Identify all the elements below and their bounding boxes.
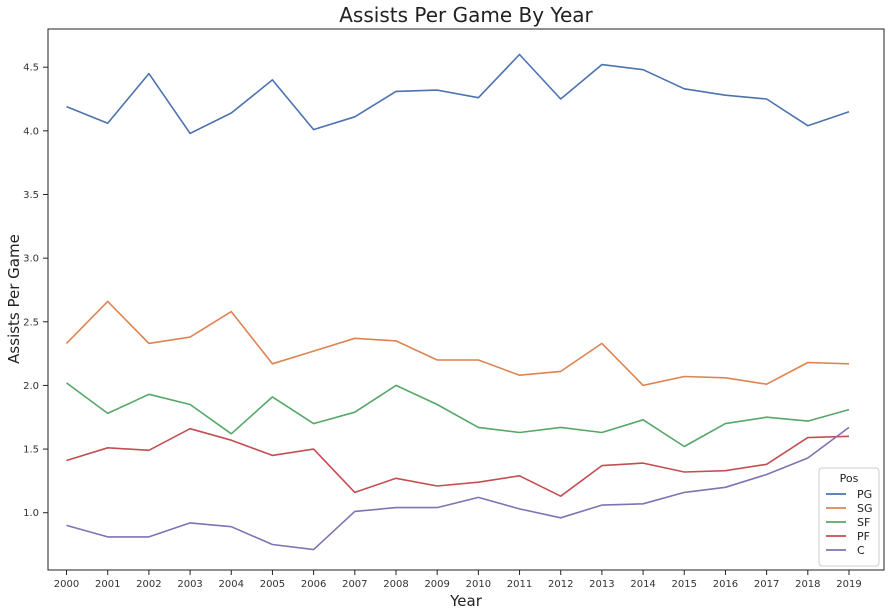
y-tick-label: 4.5 (23, 63, 39, 74)
series-line-pg (66, 53, 850, 135)
chart-title: Assists Per Game By Year (339, 3, 593, 27)
x-tick-label: 2015 (672, 579, 697, 590)
y-tick-label: 1.0 (23, 508, 39, 519)
legend-label-sg: SG (857, 502, 873, 515)
legend-label-pf: PF (857, 530, 870, 543)
legend-label-sf: SF (857, 516, 870, 529)
series-line-sg (65, 300, 850, 387)
x-tick-label: 2016 (713, 579, 738, 590)
y-axis-ticks: 1.0 1.5 2.0 2.5 3.0 3.5 4.0 4.5 (23, 63, 48, 519)
x-tick-label: 2010 (466, 579, 491, 590)
x-tick-label: 2006 (301, 579, 326, 590)
x-tick-label: 2012 (548, 579, 573, 590)
x-tick-label: 2005 (260, 579, 285, 590)
y-tick-label: 3.5 (23, 190, 39, 201)
x-tick-label: 2007 (342, 579, 367, 590)
series-line-c (66, 426, 850, 551)
x-tick-label: 2000 (54, 579, 79, 590)
x-tick-label: 2013 (589, 579, 614, 590)
x-tick-label: 2014 (630, 579, 655, 590)
x-tick-label: 2004 (219, 579, 244, 590)
x-tick-label: 2018 (795, 579, 820, 590)
y-tick-label: 1.5 (23, 445, 39, 456)
x-tick-label: 2017 (754, 579, 779, 590)
x-axis-ticks: 2000 2001 2002 2003 2004 2005 2006 2007 2008 2009… (54, 570, 862, 590)
y-axis-label: Assists Per Game (5, 234, 23, 364)
x-tick-label: 2001 (95, 579, 120, 590)
x-tick-label: 2009 (424, 579, 449, 590)
y-tick-label: 2.5 (23, 317, 39, 328)
y-tick-label: 2.0 (23, 381, 39, 392)
x-tick-label: 2019 (836, 579, 861, 590)
series-line-sf (66, 382, 850, 448)
legend-label-pg: PG (857, 488, 872, 501)
y-tick-label: 3.0 (23, 254, 39, 265)
x-tick-label: 2011 (507, 579, 532, 590)
legend-label-c: C (857, 544, 865, 557)
legend-title: Pos (840, 472, 859, 485)
y-tick-label: 4.0 (23, 126, 39, 137)
series-line-pf (66, 427, 850, 498)
legend-frame (818, 467, 880, 567)
x-tick-label: 2008 (383, 579, 408, 590)
plot-area-frame (47, 28, 885, 571)
x-tick-label: 2003 (177, 579, 202, 590)
x-tick-label: 2002 (136, 579, 161, 590)
x-axis-label: Year (449, 592, 483, 610)
series-layer (65, 53, 850, 551)
